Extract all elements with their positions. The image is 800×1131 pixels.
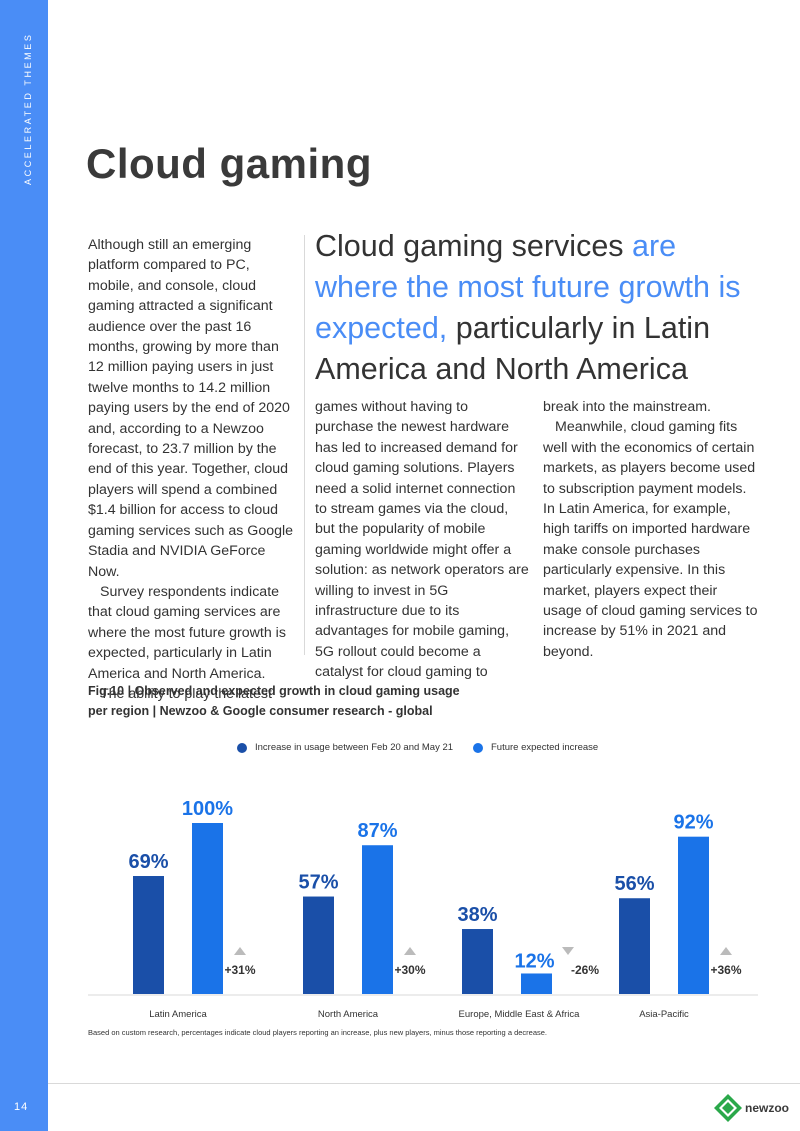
category-tick-label: Europe, Middle East & Africa	[459, 1009, 581, 1020]
bar-series-1	[133, 876, 164, 994]
bar-series-2	[362, 845, 393, 994]
bar-series-2	[192, 823, 223, 994]
data-label-series-2: 12%	[514, 950, 554, 972]
legend-swatch-dark	[237, 742, 247, 753]
paragraph: The ability to play the latest	[100, 685, 272, 702]
paragraph: games without having to purchase the new…	[315, 399, 529, 681]
figure-footnote: Based on custom research, percentages in…	[88, 1028, 548, 1037]
data-label-series-2: 87%	[357, 820, 397, 842]
legend-swatch-light	[473, 742, 483, 753]
arrow-up-icon	[234, 947, 246, 955]
body-column-3: break into the mainstream. Meanwhile, cl…	[543, 397, 758, 662]
newzoo-logo: newzoo	[713, 1093, 789, 1123]
data-label-series-2: 92%	[673, 812, 713, 834]
paragraph: Survey respondents indicate that cloud g…	[88, 583, 286, 682]
change-label: -26%	[571, 963, 599, 977]
bar-series-2	[521, 973, 552, 994]
pull-quote: Cloud gaming services are where the most…	[315, 226, 755, 390]
page-title: Cloud gaming	[86, 140, 372, 187]
data-label-series-1: 38%	[457, 904, 497, 926]
arrow-up-icon	[404, 947, 416, 955]
newzoo-logo-icon	[714, 1094, 742, 1122]
bar-series-1	[619, 898, 650, 994]
section-label: ACCELERATED THEMES	[23, 32, 33, 186]
paragraph: Meanwhile, cloud gaming fits well with t…	[543, 419, 758, 660]
section-label-wrap: ACCELERATED THEMES	[23, 32, 33, 186]
logo-text: newzoo	[745, 1101, 789, 1115]
column-divider	[304, 235, 305, 655]
body-column-1: Although still an emerging platform comp…	[88, 235, 298, 704]
category-tick-label: North America	[318, 1009, 379, 1020]
legend-item-series-2: Future expected increase	[473, 742, 598, 753]
change-label: +30%	[394, 963, 425, 977]
pull-quote-highlight: are where the most future growth is expe…	[315, 229, 741, 345]
bar-series-2	[678, 836, 709, 994]
change-label: +36%	[710, 963, 741, 977]
legend-label: Future expected increase	[491, 742, 599, 753]
body-column-2: games without having to purchase the new…	[315, 397, 530, 683]
footer-divider	[48, 1083, 800, 1084]
side-bar: ACCELERATED THEMES 14	[0, 0, 48, 1131]
legend-item-series-1: Increase in usage between Feb 20 and May…	[237, 742, 453, 753]
category-tick-label: Latin America	[149, 1009, 207, 1020]
arrow-up-icon	[720, 947, 732, 955]
category-tick-label: Asia-Pacific	[639, 1009, 689, 1020]
data-label-series-1: 57%	[298, 872, 338, 894]
paragraph: break into the mainstream.	[543, 399, 711, 415]
legend-label: Increase in usage between Feb 20 and May…	[255, 742, 454, 753]
bar-series-1	[303, 896, 334, 994]
data-label-series-1: 56%	[614, 873, 654, 895]
bar-series-1	[462, 929, 493, 994]
page-number: 14	[14, 1101, 29, 1113]
paragraph: Although still an emerging platform comp…	[88, 237, 294, 580]
pull-quote-part: Cloud gaming services	[315, 229, 633, 263]
data-label-series-2: 100%	[182, 798, 233, 820]
bar-chart: 69% 100% +31% Latin America 57% 87% +30% North …	[88, 798, 758, 1020]
arrow-down-icon	[562, 947, 574, 955]
pull-quote-part: particularly in Latin America and North …	[315, 311, 711, 386]
change-label: +31%	[224, 963, 255, 977]
figure-caption: Fig.10 | Observed and expected growth in…	[88, 684, 460, 718]
data-label-series-1: 69%	[128, 851, 168, 873]
